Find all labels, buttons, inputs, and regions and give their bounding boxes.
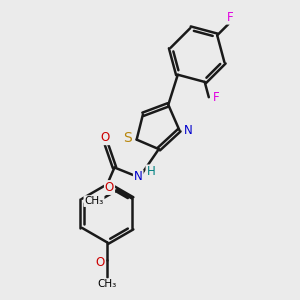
Text: O: O	[96, 256, 105, 269]
Text: O: O	[105, 181, 114, 194]
Text: CH₃: CH₃	[84, 196, 104, 206]
Text: F: F	[227, 11, 233, 24]
Text: F: F	[212, 91, 219, 104]
Text: H: H	[146, 165, 155, 178]
Text: CH₃: CH₃	[98, 279, 117, 289]
Text: N: N	[134, 170, 142, 184]
Text: N: N	[184, 124, 193, 136]
Text: O: O	[100, 131, 110, 144]
Text: S: S	[123, 131, 132, 145]
